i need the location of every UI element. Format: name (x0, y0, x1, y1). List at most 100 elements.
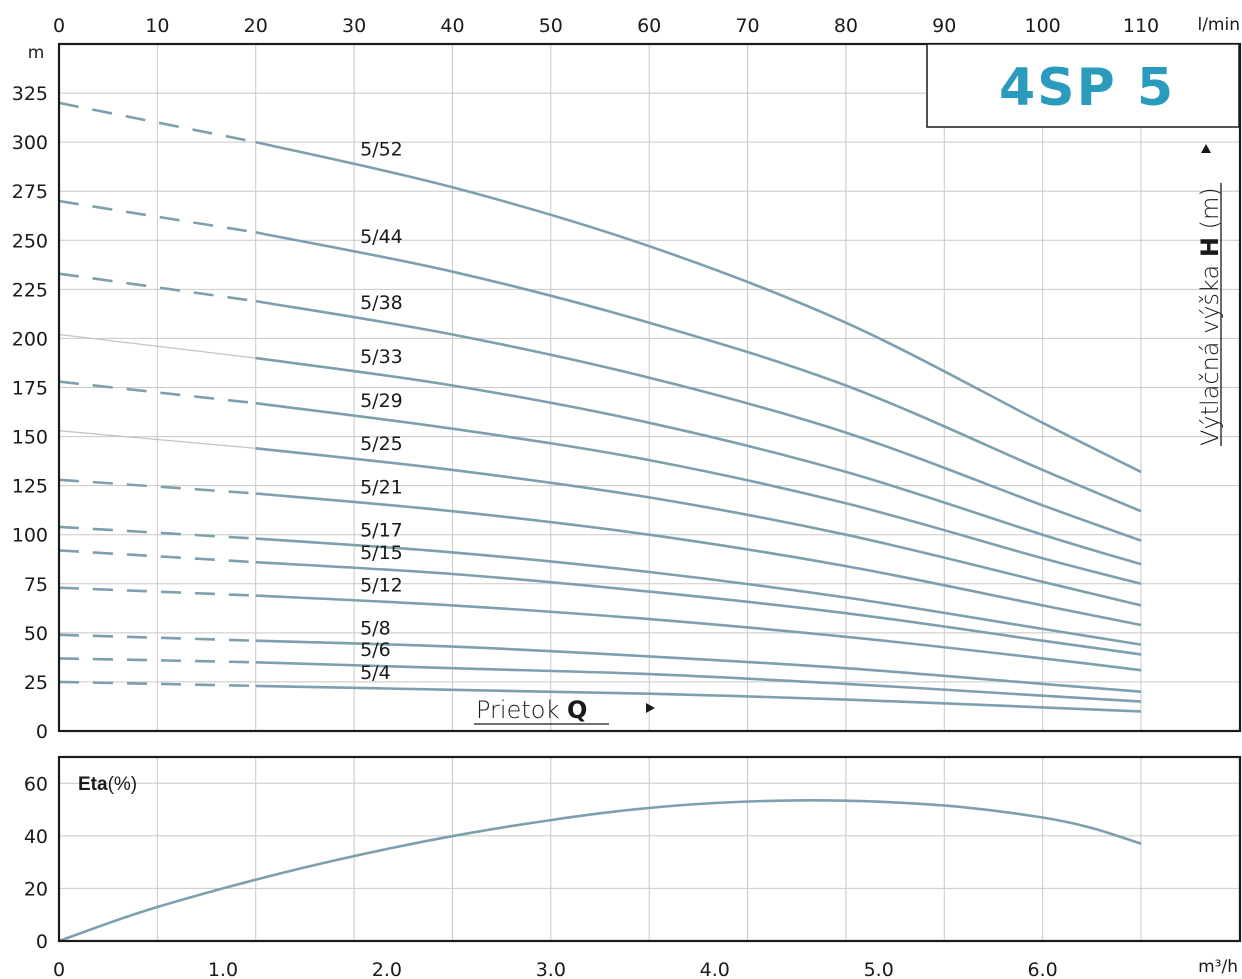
y-axis-unit: m (28, 43, 45, 63)
top-axis-tick-label: 30 (342, 15, 366, 37)
curve-label: 5/29 (360, 390, 403, 412)
head-curve-5-15 (255, 560, 1142, 656)
bottom-axis-tick-label: 6.0 (1028, 959, 1058, 979)
top-axis-tick-label: 100 (1025, 15, 1061, 37)
y-axis-tick-label: 325 (12, 83, 48, 105)
head-curve-5-12 (255, 594, 1142, 672)
y-axis-arrow-icon (1201, 144, 1211, 153)
curve-label: 5/33 (360, 346, 403, 368)
y-axis-tick-label: 50 (24, 623, 48, 645)
head-curve-5-25 (255, 447, 1142, 607)
bottom-axis-tick-label: 0 (53, 959, 65, 979)
title-box: 4SP 5 (926, 43, 1240, 128)
top-axis-tick-label: 20 (244, 15, 268, 37)
curve-label: 5/38 (360, 292, 403, 314)
y-axis-tick-label: 275 (12, 181, 48, 203)
head-curve-5-17 (255, 537, 1142, 646)
head-curve-extension-5-6 (58, 657, 256, 664)
head-curve-extension-5-17 (58, 525, 256, 540)
y-axis-title-text: Výtlačná výška (1196, 265, 1224, 446)
eta-label-bold: Eta (78, 774, 108, 795)
eta-label-unit: (%) (108, 774, 138, 795)
top-axis-tick-label: 90 (932, 15, 956, 37)
curve-label: 5/25 (360, 433, 403, 455)
tick-labels: 0 10 20 30 40 50 60 70 80 90 100 110 0 25 50 75 100 125 15… (12, 15, 1159, 979)
x-axis-title: Prietok Q (474, 696, 655, 725)
head-curve-extension-5-4 (58, 680, 256, 688)
bottom-axis-tick-label: 2.0 (372, 959, 402, 979)
eta-y-tick-label: 40 (24, 826, 48, 848)
curve-label: 5/12 (360, 574, 403, 596)
head-curve-5-33 (255, 356, 1142, 566)
bottom-axis-tick-label: 1.0 (208, 959, 238, 979)
head-curve-extension-5-15 (58, 549, 256, 564)
head-curve-extension-5-52 (58, 101, 256, 144)
curve-label: 5/6 (360, 639, 391, 661)
head-curve-5-8 (255, 639, 1142, 693)
head-curves (58, 101, 1142, 713)
y-axis-tick-label: 100 (12, 525, 48, 547)
top-axis-tick-label: 60 (637, 15, 661, 37)
head-curve-5-44 (255, 231, 1142, 513)
head-curve-extension-5-44 (58, 199, 256, 234)
bottom-axis-unit: m³/h (1198, 957, 1238, 977)
head-curve-extension-5-8 (58, 633, 256, 642)
curve-label: 5/4 (360, 662, 391, 684)
chart-title: 4SP 5 (999, 58, 1175, 118)
y-axis-tick-label: 0 (36, 721, 48, 743)
efficiency-curve (58, 799, 1142, 943)
head-curve-extension-5-33 (58, 333, 256, 359)
y-axis-tick-label: 25 (24, 672, 48, 694)
plot-frames (57, 42, 1242, 943)
head-curve-extension-5-12 (58, 586, 256, 597)
curve-label: 5/8 (360, 618, 391, 640)
y-axis-title: Výtlačná výška H (m) (1196, 187, 1224, 446)
svg-text:Výtlačná výška H: Výtlačná výška H (m) (1196, 187, 1224, 446)
top-axis-tick-label: 0 (53, 15, 65, 37)
top-axis-tick-label: 80 (834, 15, 858, 37)
y-axis-tick-label: 250 (12, 230, 48, 252)
eta-curve (58, 799, 1142, 943)
curve-label: 5/52 (360, 139, 403, 161)
y-axis-tick-label: 300 (12, 132, 48, 154)
head-curve-extension-5-25 (58, 430, 256, 449)
head-curve-extension-5-21 (58, 478, 256, 495)
y-axis-title-symbol: H (1196, 237, 1224, 257)
head-curve-5-38 (255, 299, 1142, 542)
top-axis-tick-label: 10 (145, 15, 169, 37)
curve-label: 5/15 (360, 542, 403, 564)
y-axis-tick-label: 150 (12, 427, 48, 449)
y-axis-tick-label: 75 (24, 574, 48, 596)
head-plot-frame (57, 42, 1242, 733)
top-axis-tick-label: 40 (440, 15, 464, 37)
curve-label: 5/17 (360, 520, 403, 542)
title-box-frame (926, 43, 1240, 128)
eta-y-tick-label: 20 (24, 878, 48, 900)
curve-label: 5/44 (360, 226, 403, 248)
eta-plot-frame (57, 755, 1242, 943)
top-axis-unit: l/min (1197, 15, 1240, 35)
top-axis-tick-label: 70 (735, 15, 759, 37)
head-curve-extension-5-38 (58, 272, 256, 303)
head-curve-5-29 (255, 401, 1142, 586)
curve-labels: 5/52 5/44 5/38 5/33 5/29 5/25 5/21 5/175/15 5/12… (360, 139, 403, 684)
eta-axis-label: Eta(%) (78, 774, 137, 795)
grid (59, 44, 1240, 941)
top-axis-tick-label: 110 (1123, 15, 1159, 37)
y-axis-tick-label: 125 (12, 476, 48, 498)
x-axis-title-text: Prietok (476, 696, 559, 724)
x-axis-title-symbol: Q (567, 696, 587, 724)
y-axis-tick-label: 175 (12, 378, 48, 400)
eta-y-tick-label: 0 (36, 931, 48, 953)
head-curve-5-52 (255, 140, 1142, 474)
y-axis-title-unit: (m) (1196, 187, 1224, 229)
head-curve-5-4 (255, 684, 1142, 713)
top-axis-tick-label: 50 (539, 15, 563, 37)
head-curve-extension-5-29 (58, 380, 256, 405)
curve-label: 5/21 (360, 476, 403, 498)
eta-y-tick-label: 60 (24, 773, 48, 795)
svg-text:Prietok Q: Prietok Q (476, 696, 587, 724)
x-axis-arrow-icon (646, 703, 655, 713)
bottom-axis-tick-label: 4.0 (700, 959, 730, 979)
